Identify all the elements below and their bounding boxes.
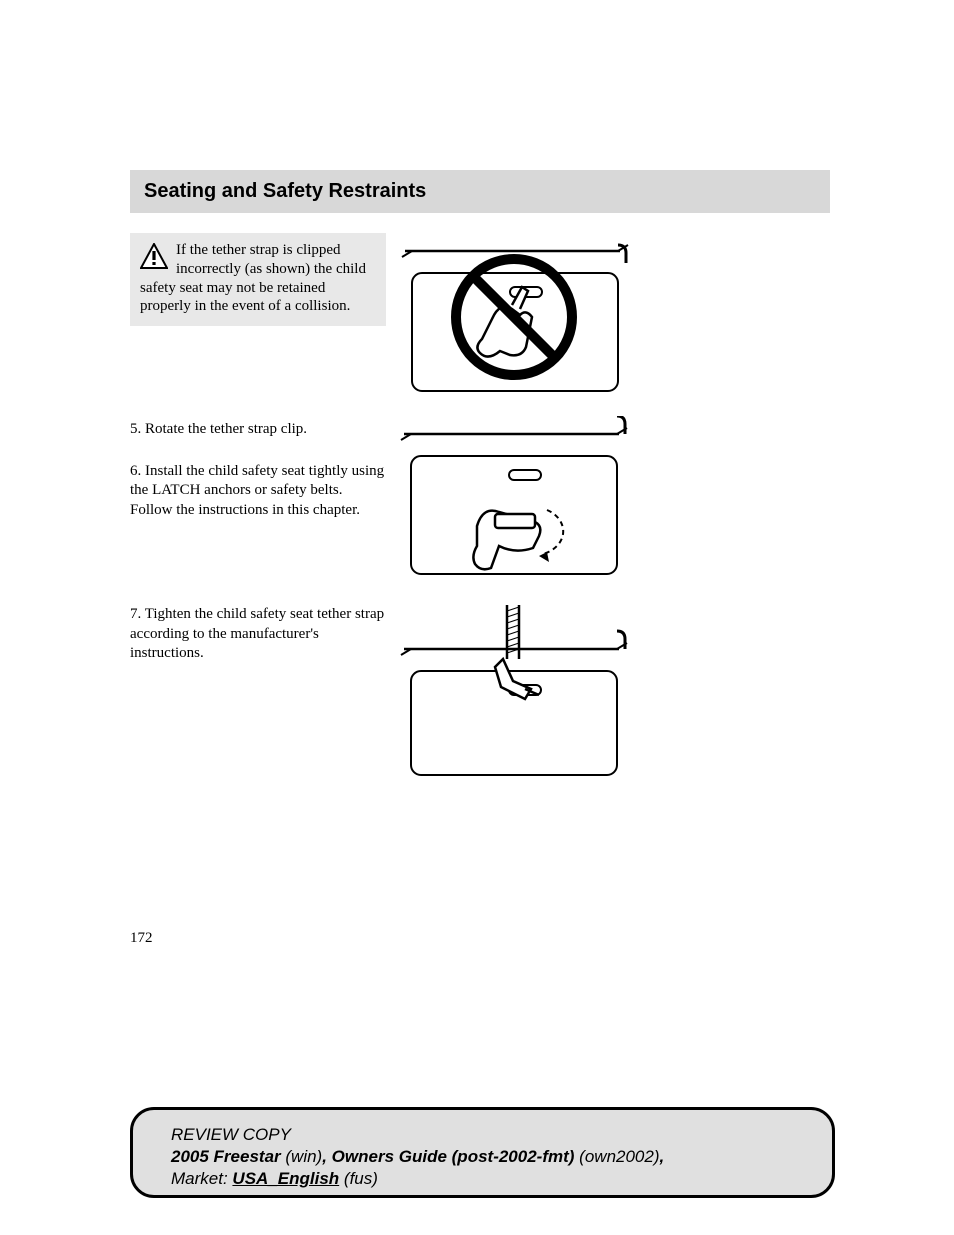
step5-text: 5. Rotate the tether strap clip. [130,420,385,440]
footer-vehicle-code: (win) [285,1147,322,1166]
footer-vehicle: 2005 Freestar [171,1147,281,1166]
section-title: Seating and Safety Restraints [144,180,426,202]
footer-line3: Market: USA_English (fus) [171,1168,794,1190]
footer-market-value: USA_English [232,1169,339,1188]
step6-text: 6. Install the child safety seat tightly… [130,462,385,521]
footer-box: REVIEW COPY 2005 Freestar (win), Owners … [130,1107,835,1198]
row-step7: 7. Tighten the child safety seat tether … [130,605,830,790]
step7-text: 7. Tighten the child safety seat tether … [130,605,385,664]
warning-box: If the tether strap is clipped incorrect… [130,233,386,326]
footer-review: REVIEW COPY [171,1124,794,1146]
footer-guide-code: (own2002) [579,1147,659,1166]
footer-market-code: (fus) [344,1169,378,1188]
row-warning: If the tether strap is clipped incorrect… [130,233,830,410]
figure-incorrect-clip [400,233,630,410]
warning-text: If the tether strap is clipped incorrect… [140,242,366,314]
footer-guide: Owners Guide (post-2002-fmt) [332,1147,575,1166]
figure-tighten-strap [399,605,629,790]
footer-market-label: Market: [171,1169,228,1188]
footer-line2: 2005 Freestar (win), Owners Guide (post-… [171,1146,794,1168]
page-number: 172 [130,930,153,947]
figure-rotate-clip [399,416,629,593]
row-step5-6: 5. Rotate the tether strap clip. 6. Inst… [130,416,830,593]
warning-icon [140,243,168,275]
section-header: Seating and Safety Restraints [130,170,830,213]
page-content: Seating and Safety Restraints If the tet… [130,170,830,802]
col-step5-6: 5. Rotate the tether strap clip. 6. Inst… [130,416,385,520]
